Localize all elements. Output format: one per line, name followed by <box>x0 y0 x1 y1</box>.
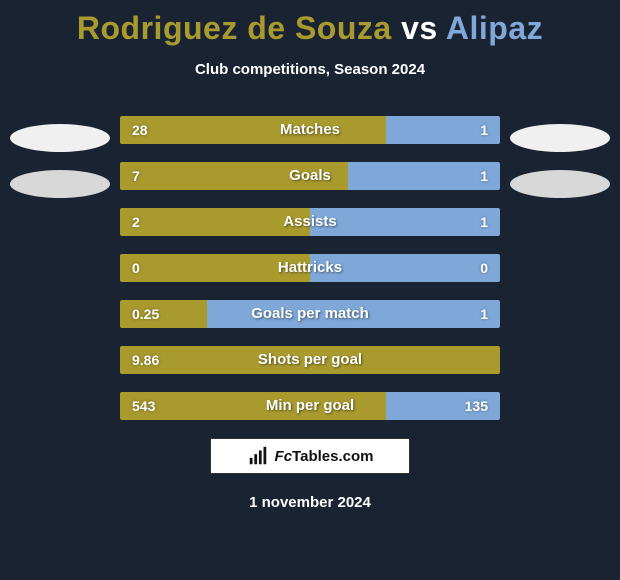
stat-row: 71Goals <box>120 162 500 190</box>
stat-label: Hattricks <box>120 254 500 282</box>
title-player2: Alipaz <box>446 10 543 46</box>
stat-row: 543135Min per goal <box>120 392 500 420</box>
brand-prefix: Fc <box>275 448 293 465</box>
brand-rest: Tables.com <box>292 448 373 465</box>
stat-label: Shots per goal <box>120 346 500 374</box>
brand-text: FcTables.com <box>275 448 374 465</box>
stat-row: 21Assists <box>120 208 500 236</box>
chart-icon <box>247 445 269 467</box>
stat-row: 00Hattricks <box>120 254 500 282</box>
stat-label: Assists <box>120 208 500 236</box>
stat-label: Goals <box>120 162 500 190</box>
team-logo-placeholder <box>510 170 610 198</box>
stat-label: Matches <box>120 116 500 144</box>
team-logo-placeholder <box>510 124 610 152</box>
stat-label: Goals per match <box>120 300 500 328</box>
team-logo-placeholder <box>10 124 110 152</box>
stat-row: 9.86Shots per goal <box>120 346 500 374</box>
title-vs: vs <box>401 10 438 46</box>
stat-row: 281Matches <box>120 116 500 144</box>
stat-row: 0.251Goals per match <box>120 300 500 328</box>
brand-badge: FcTables.com <box>210 438 410 474</box>
comparison-bars: 281Matches 71Goals 21Assists 00Hattricks 0.2… <box>0 116 620 420</box>
stat-label: Min per goal <box>120 392 500 420</box>
footer-date: 1 november 2024 <box>0 494 620 511</box>
title-player1: Rodriguez de Souza <box>77 10 392 46</box>
subtitle: Club competitions, Season 2024 <box>0 61 620 78</box>
page-title: Rodriguez de Souza vs Alipaz <box>0 0 620 47</box>
team-logo-placeholder <box>10 170 110 198</box>
